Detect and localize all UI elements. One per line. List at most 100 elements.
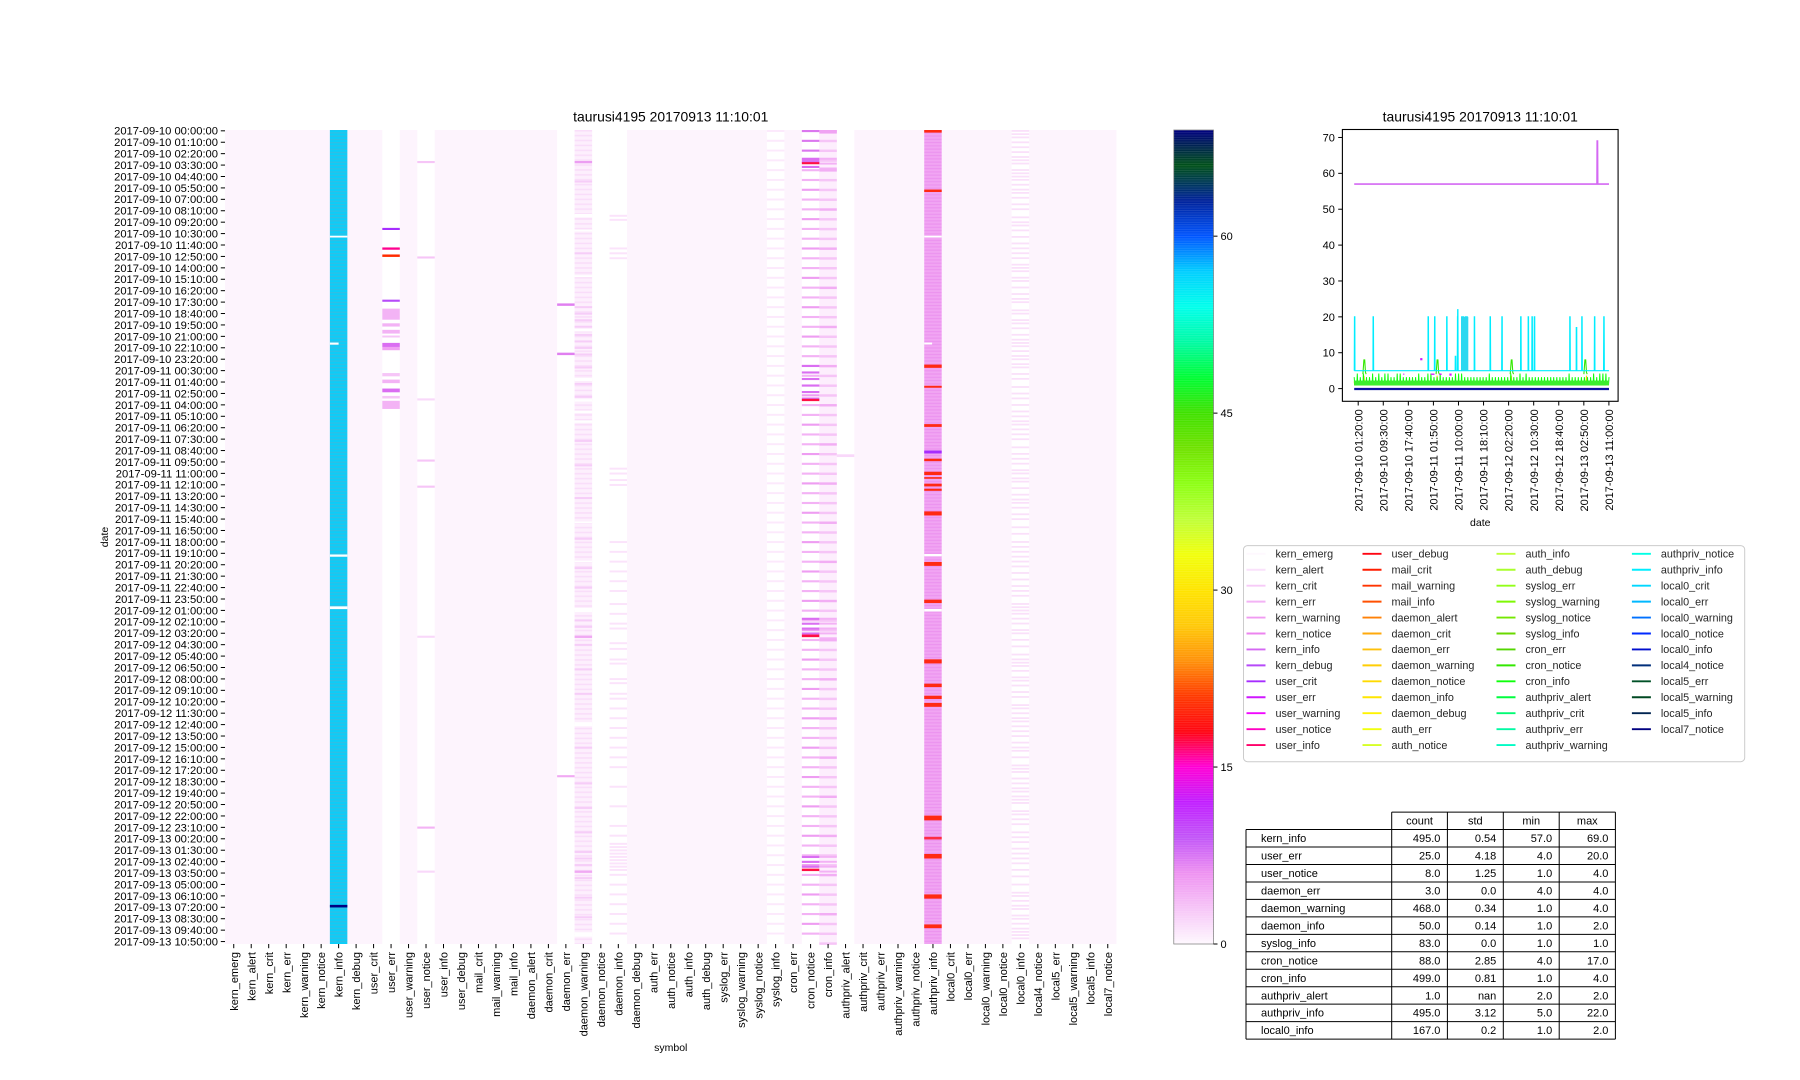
svg-text:local5_warning: local5_warning <box>1661 692 1733 704</box>
svg-text:1.0: 1.0 <box>1537 938 1552 950</box>
svg-text:kern_err: kern_err <box>281 952 293 993</box>
svg-text:17.0: 17.0 <box>1587 955 1608 967</box>
svg-text:kern_debug: kern_debug <box>351 952 363 1010</box>
svg-text:8.0: 8.0 <box>1425 868 1440 880</box>
svg-text:local0_warning: local0_warning <box>981 952 993 1025</box>
svg-text:2017-09-11 02:50:00: 2017-09-11 02:50:00 <box>115 388 218 400</box>
svg-text:auth_notice: auth_notice <box>666 952 678 1009</box>
svg-text:0.14: 0.14 <box>1475 920 1496 932</box>
svg-text:local0_err: local0_err <box>1661 596 1709 608</box>
svg-text:authpriv_notice: authpriv_notice <box>911 952 923 1027</box>
svg-text:cron_info: cron_info <box>1526 676 1570 688</box>
svg-text:4.18: 4.18 <box>1475 851 1496 863</box>
svg-text:0.81: 0.81 <box>1475 973 1496 985</box>
svg-text:2017-09-10 11:40:00: 2017-09-10 11:40:00 <box>115 240 218 252</box>
svg-text:daemon_alert: daemon_alert <box>1392 612 1458 624</box>
svg-text:2.0: 2.0 <box>1537 990 1552 1002</box>
svg-text:daemon_info: daemon_info <box>1261 920 1325 932</box>
svg-text:2017-09-10 07:00:00: 2017-09-10 07:00:00 <box>114 194 218 206</box>
svg-text:10: 10 <box>1323 348 1335 360</box>
svg-text:30: 30 <box>1221 585 1233 597</box>
svg-text:1.0: 1.0 <box>1593 938 1608 950</box>
svg-text:mail_info: mail_info <box>1392 596 1435 608</box>
svg-text:50: 50 <box>1323 204 1335 216</box>
svg-text:mail_crit: mail_crit <box>474 952 486 993</box>
svg-text:local5_info: local5_info <box>1661 708 1713 720</box>
svg-text:2017-09-10 22:10:00: 2017-09-10 22:10:00 <box>114 343 218 355</box>
svg-text:kern_notice: kern_notice <box>316 952 328 1009</box>
svg-text:15: 15 <box>1221 762 1233 774</box>
svg-text:2017-09-11 18:00:00: 2017-09-11 18:00:00 <box>115 537 218 549</box>
svg-text:2017-09-12 12:40:00: 2017-09-12 12:40:00 <box>114 720 218 732</box>
svg-text:2017-09-10 04:40:00: 2017-09-10 04:40:00 <box>114 171 218 183</box>
svg-text:syslog_info: syslog_info <box>1526 628 1580 640</box>
svg-text:2017-09-11 11:00:00: 2017-09-11 11:00:00 <box>116 468 218 480</box>
svg-text:cron_info: cron_info <box>823 952 835 997</box>
svg-text:2017-09-10 00:00:00: 2017-09-10 00:00:00 <box>114 126 218 138</box>
svg-text:kern_info: kern_info <box>334 952 346 997</box>
svg-text:auth_debug: auth_debug <box>1526 565 1583 577</box>
svg-text:daemon_err: daemon_err <box>1392 644 1451 656</box>
svg-text:mail_warning: mail_warning <box>1392 580 1456 592</box>
svg-text:2017-09-12 03:20:00: 2017-09-12 03:20:00 <box>114 628 218 640</box>
svg-text:3.0: 3.0 <box>1425 885 1440 897</box>
svg-text:88.0: 88.0 <box>1419 955 1440 967</box>
svg-text:syslog_warning: syslog_warning <box>1526 596 1600 608</box>
svg-text:auth_err: auth_err <box>1392 724 1433 736</box>
svg-text:2017-09-10 09:30:00: 2017-09-10 09:30:00 <box>1378 409 1390 511</box>
svg-text:syslog_warning: syslog_warning <box>736 952 748 1028</box>
svg-text:syslog_notice: syslog_notice <box>1526 612 1591 624</box>
svg-text:2017-09-11 00:30:00: 2017-09-11 00:30:00 <box>115 366 218 378</box>
svg-text:2017-09-11 16:50:00: 2017-09-11 16:50:00 <box>115 525 218 537</box>
svg-text:0: 0 <box>1221 939 1227 951</box>
svg-text:local5_info: local5_info <box>1085 952 1097 1005</box>
svg-text:45: 45 <box>1221 408 1233 420</box>
svg-text:69.0: 69.0 <box>1587 833 1608 845</box>
svg-text:2017-09-11 04:00:00: 2017-09-11 04:00:00 <box>115 400 218 412</box>
svg-text:auth_info: auth_info <box>1526 549 1570 561</box>
svg-text:20.0: 20.0 <box>1587 851 1608 863</box>
svg-text:local0_crit: local0_crit <box>946 952 958 1002</box>
svg-text:4.0: 4.0 <box>1593 973 1608 985</box>
svg-text:3.12: 3.12 <box>1475 1008 1496 1020</box>
svg-text:2017-09-12 13:50:00: 2017-09-12 13:50:00 <box>114 731 218 743</box>
svg-text:daemon_notice: daemon_notice <box>1392 676 1466 688</box>
svg-text:date: date <box>1470 517 1491 529</box>
svg-text:kern_alert: kern_alert <box>1276 565 1324 577</box>
svg-text:auth_info: auth_info <box>683 952 695 997</box>
svg-text:authpriv_notice: authpriv_notice <box>1661 549 1734 561</box>
svg-text:user_err: user_err <box>386 952 398 993</box>
svg-text:2017-09-12 10:20:00: 2017-09-12 10:20:00 <box>114 697 218 709</box>
svg-text:2017-09-10 17:40:00: 2017-09-10 17:40:00 <box>1403 409 1415 511</box>
svg-text:kern_emerg: kern_emerg <box>1276 549 1334 561</box>
svg-text:kern_info: kern_info <box>1276 644 1320 656</box>
svg-text:authpriv_crit: authpriv_crit <box>1526 708 1585 720</box>
svg-text:kern_alert: kern_alert <box>246 952 258 1001</box>
svg-text:2017-09-11 05:10:00: 2017-09-11 05:10:00 <box>115 411 218 423</box>
svg-text:0.54: 0.54 <box>1475 833 1496 845</box>
svg-text:authpriv_alert: authpriv_alert <box>841 952 853 1019</box>
svg-text:daemon_warning: daemon_warning <box>1261 903 1345 915</box>
svg-text:mail_crit: mail_crit <box>1392 565 1432 577</box>
svg-text:2017-09-10 14:00:00: 2017-09-10 14:00:00 <box>114 263 218 275</box>
svg-text:auth_notice: auth_notice <box>1392 740 1448 752</box>
svg-text:2017-09-11 07:30:00: 2017-09-11 07:30:00 <box>115 434 218 446</box>
svg-text:495.0: 495.0 <box>1413 1008 1441 1020</box>
svg-text:kern_err: kern_err <box>1276 596 1317 608</box>
svg-text:authpriv_alert: authpriv_alert <box>1261 990 1328 1002</box>
svg-text:user_warning: user_warning <box>1276 708 1341 720</box>
svg-text:local5_warning: local5_warning <box>1068 952 1080 1025</box>
svg-text:4.0: 4.0 <box>1593 903 1608 915</box>
svg-text:cron_err: cron_err <box>788 952 800 993</box>
svg-text:daemon_crit: daemon_crit <box>1392 628 1451 640</box>
svg-text:local0_notice: local0_notice <box>998 952 1010 1016</box>
svg-text:2017-09-11 23:50:00: 2017-09-11 23:50:00 <box>115 594 218 606</box>
svg-text:2017-09-11 01:40:00: 2017-09-11 01:40:00 <box>115 377 218 389</box>
svg-text:max: max <box>1577 816 1598 828</box>
svg-text:2017-09-10 15:10:00: 2017-09-10 15:10:00 <box>114 274 218 286</box>
svg-text:40: 40 <box>1323 240 1335 252</box>
svg-text:daemon_err: daemon_err <box>1261 885 1321 897</box>
svg-text:2017-09-12 09:10:00: 2017-09-12 09:10:00 <box>114 685 218 697</box>
svg-text:syslog_err: syslog_err <box>718 952 730 1003</box>
svg-text:2017-09-10 16:20:00: 2017-09-10 16:20:00 <box>114 286 218 298</box>
